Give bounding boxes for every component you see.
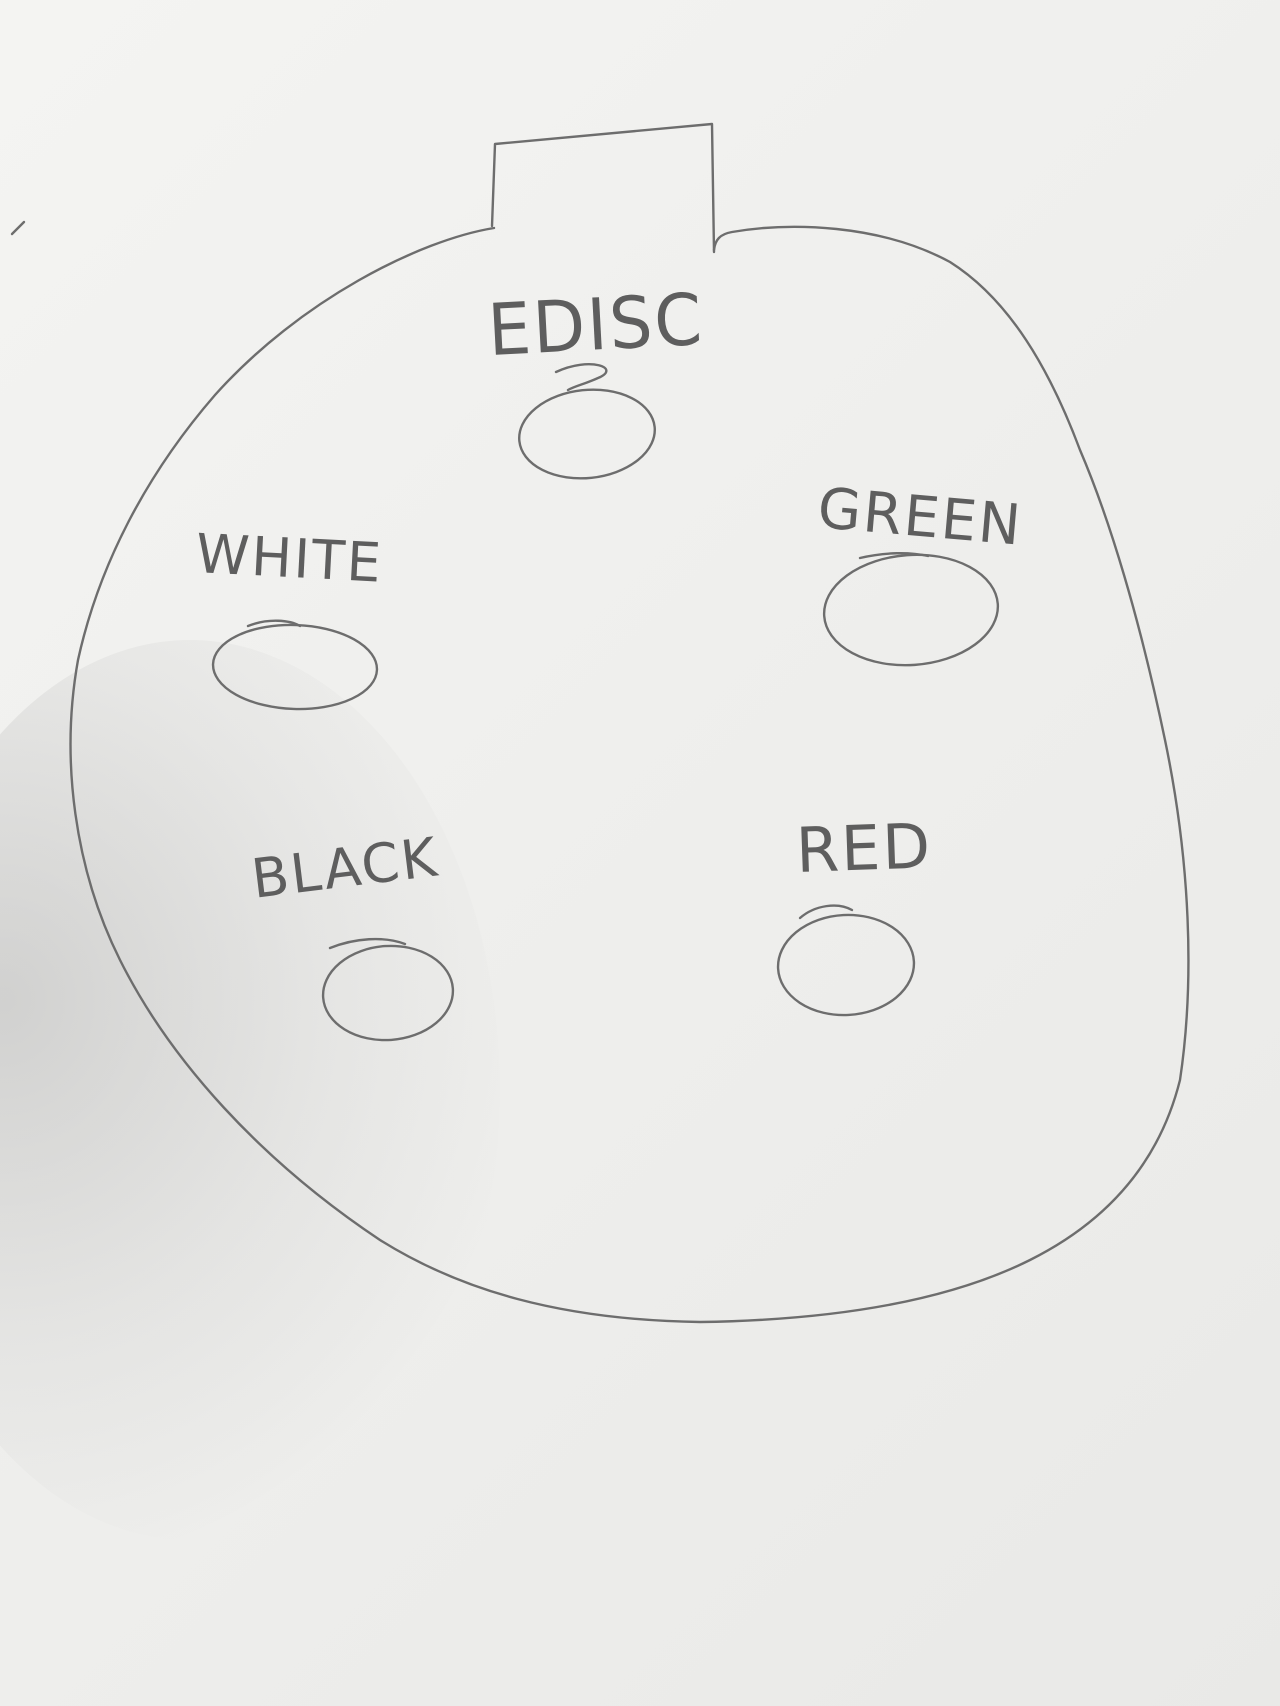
pin-label-white: WHITE: [194, 522, 385, 595]
connector-body-outline: [69, 225, 1190, 1324]
pin-hole-green: [822, 552, 1000, 667]
pin-hole-red: [776, 904, 916, 1017]
pin-hole-white: [211, 619, 379, 711]
pin-hole-edisc: [518, 363, 656, 480]
connector-key-tab: [490, 122, 716, 254]
pin-label-red: RED: [794, 809, 934, 887]
pin-hole-black: [321, 937, 455, 1042]
stray-mark: [10, 220, 26, 236]
pin-label-edisc: EDISC: [485, 278, 706, 373]
